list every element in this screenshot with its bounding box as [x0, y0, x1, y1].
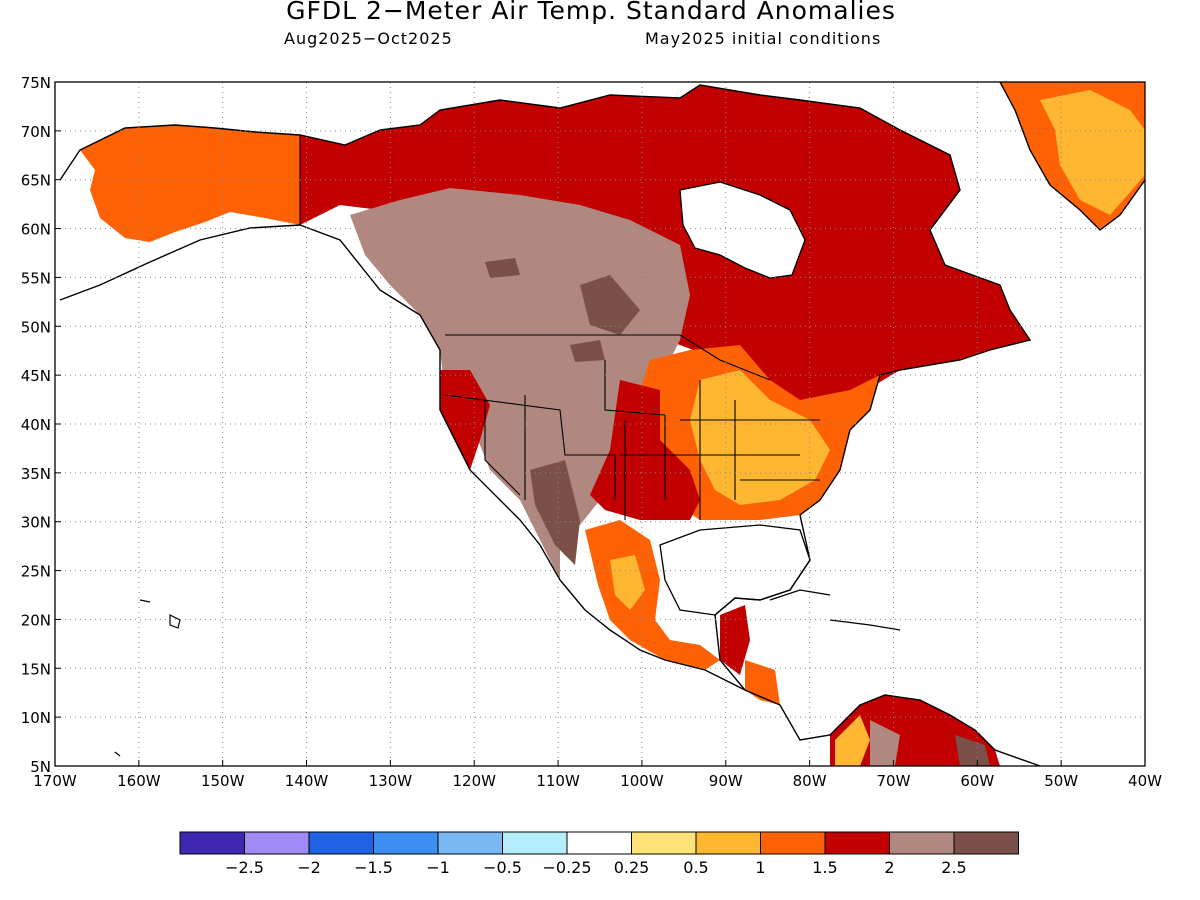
lat-label: 75N — [21, 74, 51, 92]
legend-label: 2.5 — [941, 858, 966, 877]
lon-label: 130W — [369, 772, 413, 790]
caribbean-sea — [760, 600, 990, 700]
lon-label: 160W — [117, 772, 161, 790]
southern-plains-anomaly — [590, 380, 700, 520]
legend-swatch — [566, 831, 632, 855]
lon-label: 70W — [877, 772, 911, 790]
lat-label: 15N — [21, 660, 51, 678]
legend-label: −0.5 — [483, 858, 522, 877]
south-america-brown-2 — [955, 735, 990, 766]
legend-label: −2.5 — [225, 858, 264, 877]
legend-swatch — [308, 831, 374, 855]
lon-label: 100W — [620, 772, 664, 790]
legend-swatch — [889, 831, 955, 855]
legend-swatch — [437, 831, 503, 855]
lat-label: 20N — [21, 611, 51, 629]
coastline — [59, 84, 1041, 766]
lat-label: 5N — [30, 758, 51, 776]
lat-label: 45N — [21, 367, 51, 385]
alaska-anomaly — [80, 125, 300, 242]
west-coastline — [299, 224, 746, 691]
legend-label: 0.5 — [683, 858, 708, 877]
map-gridlines — [55, 82, 1145, 766]
lat-label: 60N — [21, 221, 51, 239]
legend-label: 1 — [755, 858, 765, 877]
lat-label: 10N — [21, 709, 51, 727]
yucatan-anomaly — [720, 605, 750, 675]
legend-swatch — [244, 831, 310, 855]
lon-label: 60W — [960, 772, 994, 790]
lat-label: 35N — [21, 465, 51, 483]
legend-swatch — [502, 831, 568, 855]
lon-label: 50W — [1044, 772, 1078, 790]
lon-label: 80W — [793, 772, 827, 790]
forecast-period: Aug2025−Oct2025 — [284, 29, 453, 48]
latitude-labels: 75N 70N 65N 60N 55N 50N 45N 40N 35N 30N 25N 20N 15N 1… — [21, 74, 61, 776]
legend-label: 0.25 — [614, 858, 650, 877]
dark-patch-1 — [580, 275, 640, 335]
legend-label: −2 — [297, 858, 321, 877]
lat-label: 50N — [21, 318, 51, 336]
legend-label: 2 — [884, 858, 894, 877]
lat-label: 30N — [21, 514, 51, 532]
dark-patch-3 — [530, 460, 580, 565]
legend-swatch — [695, 831, 761, 855]
legend-label: −1 — [426, 858, 450, 877]
south-america-brown — [870, 720, 900, 766]
lon-label: 170W — [33, 772, 77, 790]
longitude-labels: 170W 160W 150W 140W 130W 120W 110W 100W 90W 80W 70… — [33, 760, 1162, 790]
lat-label: 25N — [21, 563, 51, 581]
color-scale-legend — [179, 831, 1019, 855]
dark-patch-2 — [485, 258, 520, 278]
hudson-bay — [679, 181, 806, 279]
legend-swatch — [953, 831, 1019, 855]
dark-patch-4 — [570, 340, 605, 362]
legend-swatch — [179, 831, 245, 855]
lon-label: 150W — [201, 772, 245, 790]
islands — [114, 589, 901, 757]
political-borders — [299, 135, 820, 520]
lat-label: 70N — [21, 123, 51, 141]
lon-label: 110W — [536, 772, 580, 790]
map-title: GFDL 2−Meter Air Temp. Standard Anomalie… — [286, 0, 896, 25]
color-scale-labels: −2.5 −2 −1.5 −1 −0.5 −0.25 0.25 0.5 1 1.5 2 2.5 — [225, 858, 967, 877]
legend-label: −0.25 — [542, 858, 591, 877]
alaska-coastline — [59, 224, 301, 301]
legend-swatch — [824, 831, 890, 855]
lat-label: 65N — [21, 172, 51, 190]
greenland-light — [1040, 90, 1145, 215]
legend-swatch — [760, 831, 826, 855]
initial-conditions: May2025 initial conditions — [645, 29, 882, 48]
lon-label: 40W — [1128, 772, 1162, 790]
south-america-light — [835, 715, 870, 766]
legend-swatch — [631, 831, 697, 855]
lat-label: 55N — [21, 269, 51, 287]
lat-label: 40N — [21, 416, 51, 434]
legend-label: 1.5 — [812, 858, 837, 877]
greenland-coastline — [999, 82, 1145, 231]
lon-label: 120W — [452, 772, 496, 790]
map-fields — [55, 82, 1145, 766]
legend-label: −1.5 — [354, 858, 393, 877]
west-coast-anomaly — [440, 370, 490, 470]
lon-label: 90W — [709, 772, 743, 790]
mexico-anomaly — [585, 520, 720, 670]
legend-swatch — [373, 831, 439, 855]
lon-label: 140W — [285, 772, 329, 790]
mexico-light — [610, 555, 645, 610]
eastern-us-light — [690, 370, 830, 505]
